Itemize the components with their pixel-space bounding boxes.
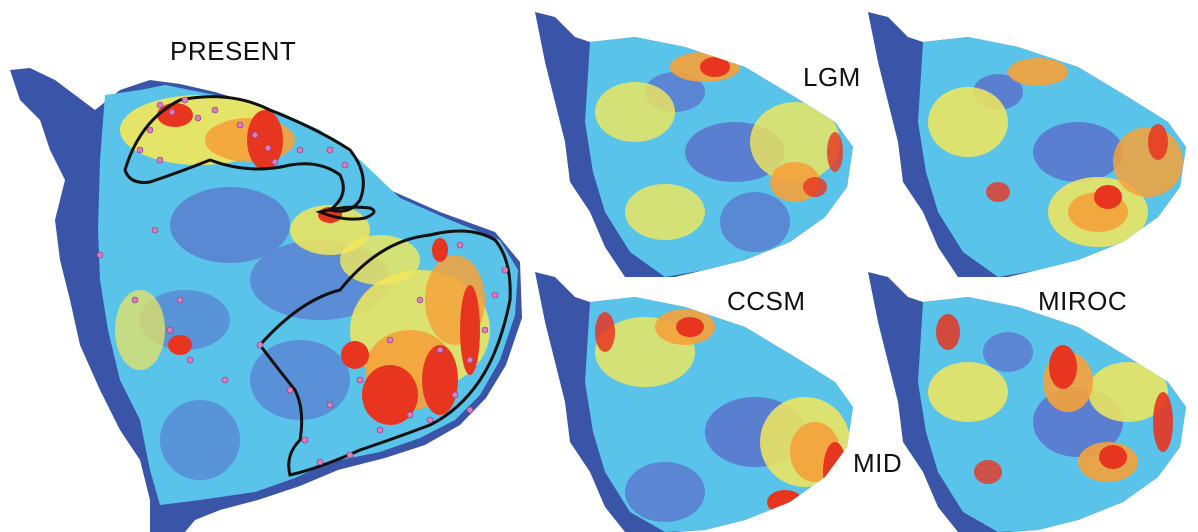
- label-lgm: LGM: [803, 62, 861, 92]
- mid-miroc-suitability-map: [868, 272, 1186, 532]
- range-outline-north: [123, 95, 365, 213]
- map-present: PRESENT: [0, 0, 530, 532]
- label-miroc: MIROC: [1038, 286, 1128, 316]
- present-suitability-map: [10, 68, 522, 532]
- label-mid: MID: [853, 448, 903, 478]
- map-mid-ccsm: CCSM MID: [535, 272, 902, 532]
- label-present: PRESENT: [170, 36, 297, 66]
- lgm-ccsm-suitability-map: [535, 12, 853, 277]
- range-outline-south: [258, 229, 512, 477]
- map-lgm-miroc: [868, 12, 1198, 277]
- label-ccsm: CCSM: [727, 286, 806, 316]
- map-mid-miroc: MIROC: [868, 272, 1198, 532]
- mid-ccsm-suitability-map: [535, 272, 853, 532]
- range-outline-bridge: [315, 205, 376, 221]
- lgm-miroc-suitability-map: [868, 12, 1186, 277]
- occurrence-points: [96, 96, 509, 466]
- map-lgm-ccsm: LGM: [535, 12, 865, 277]
